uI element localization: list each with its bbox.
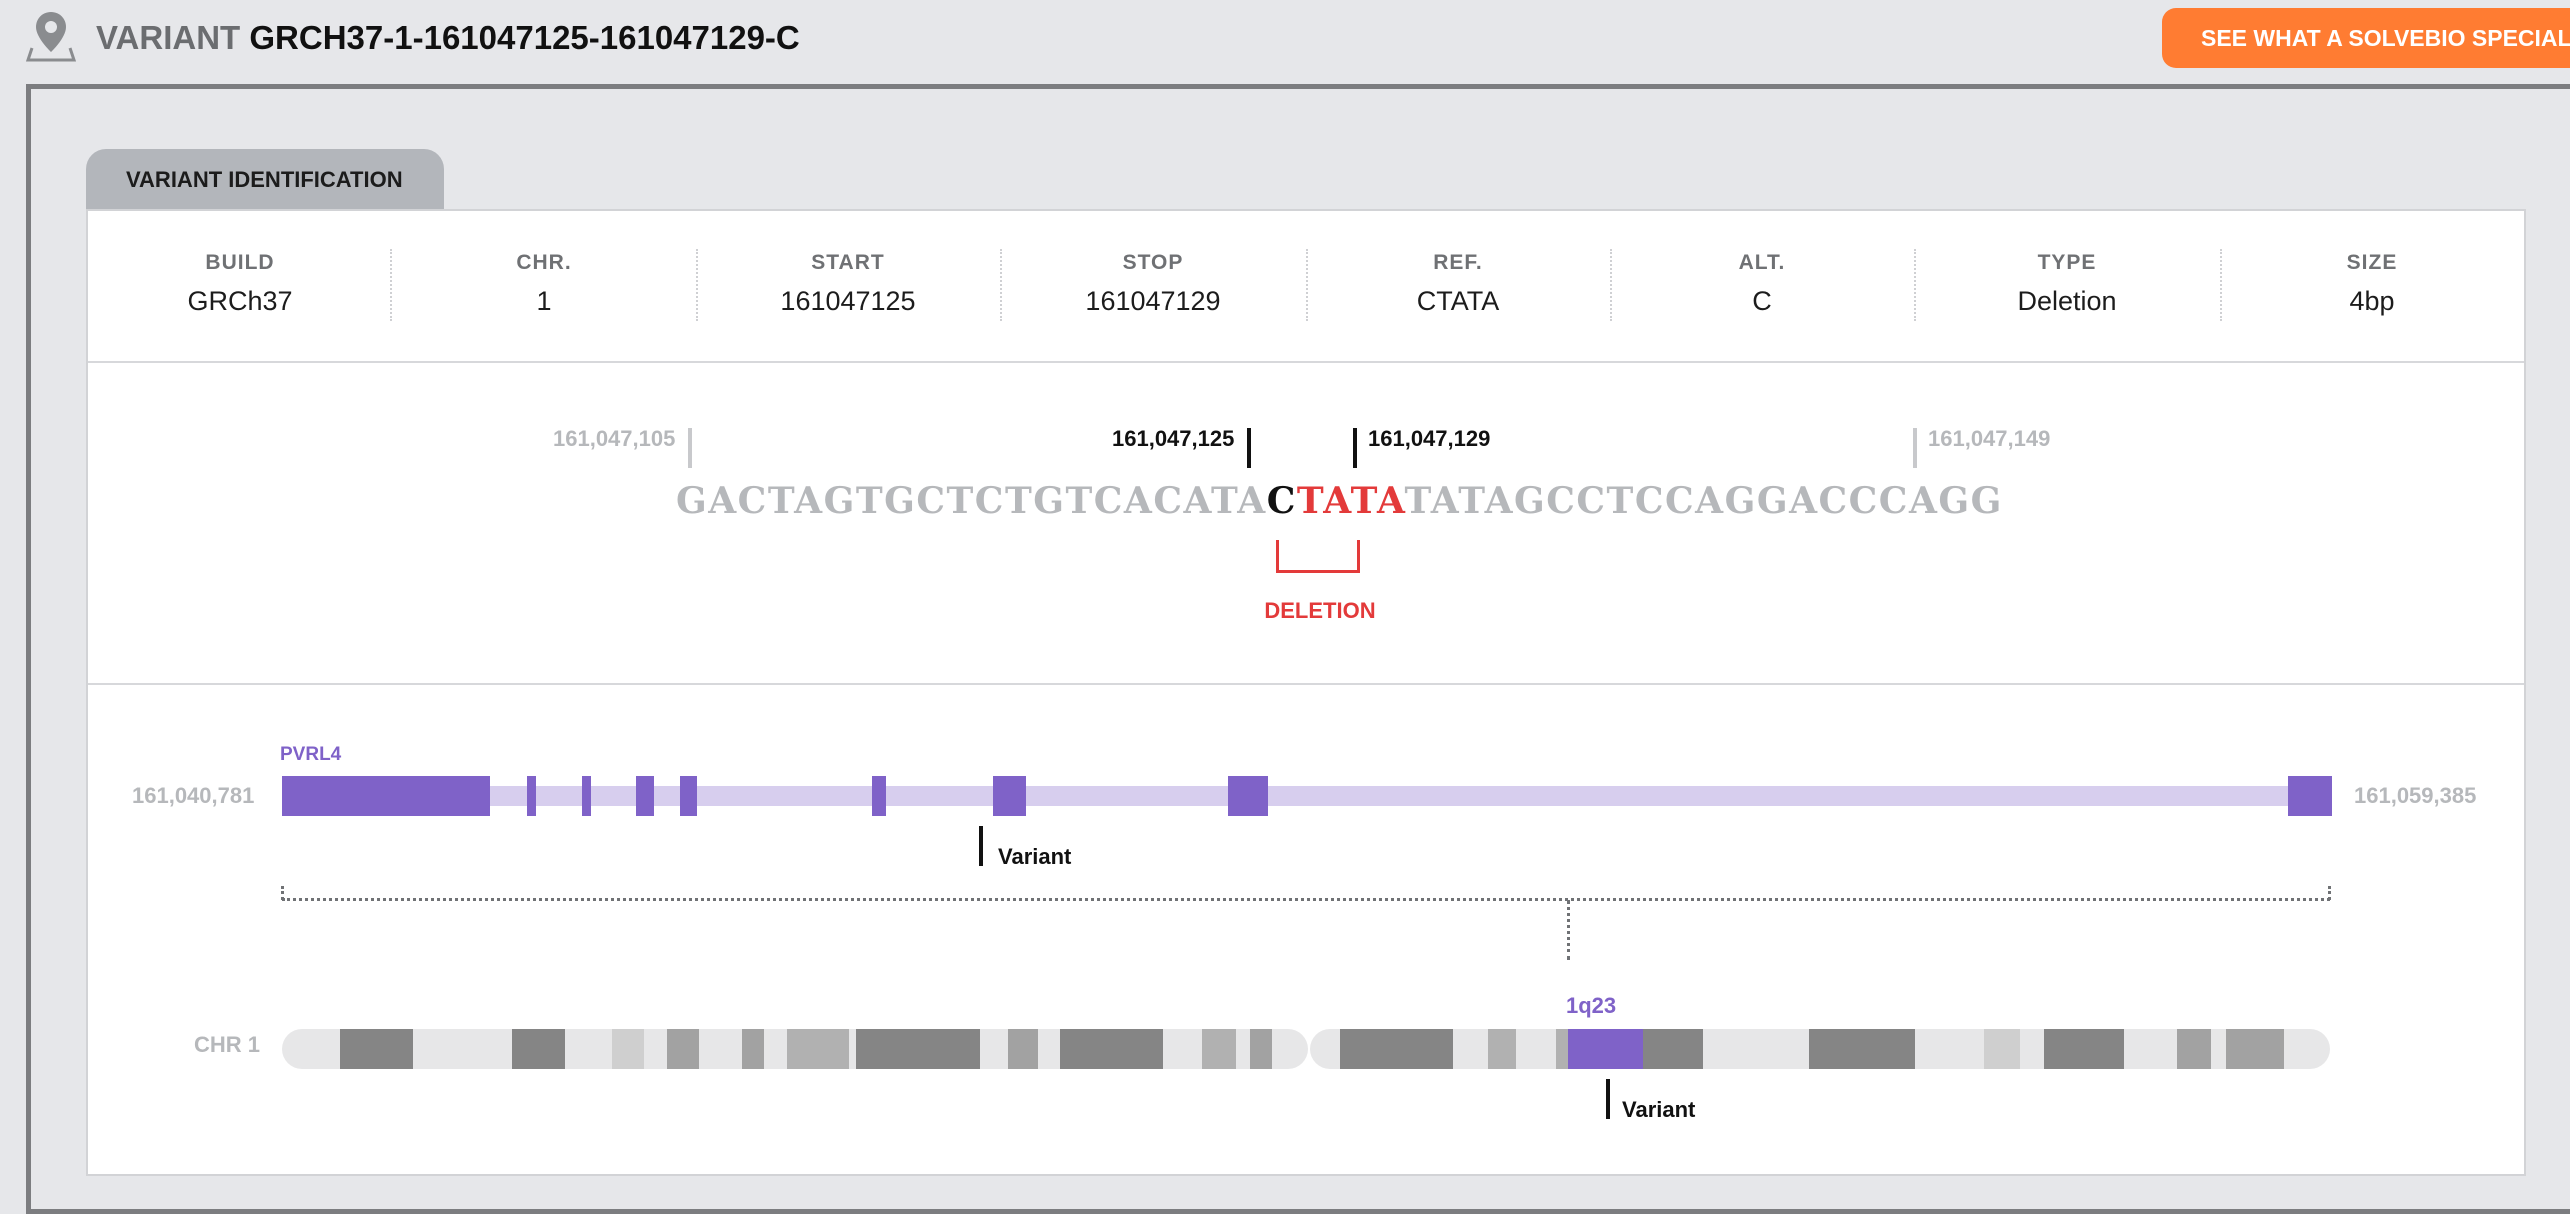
divider	[390, 249, 392, 321]
exon[interactable]	[2288, 776, 2332, 816]
info-ref: REF. CTATA	[1308, 248, 1608, 318]
info-build: BUILD GRCh37	[90, 248, 390, 318]
info-alt-value: C	[1752, 286, 1772, 316]
gene-variant-marker	[979, 826, 983, 866]
info-size-value: 4bp	[2349, 286, 2395, 316]
info-ref-value: CTATA	[1416, 286, 1500, 316]
info-size: SIZE 4bp	[2222, 248, 2522, 318]
deletion-bracket	[1276, 540, 1360, 573]
zoom-connector	[281, 886, 284, 900]
info-stop: STOP 161047129	[1003, 248, 1303, 318]
info-build-label: BUILD	[205, 251, 275, 274]
divider	[1306, 249, 1308, 321]
start-tick	[1247, 428, 1251, 468]
info-chr-label: CHR.	[516, 251, 572, 274]
gene-end-coordinate: 161,059,385	[2354, 783, 2477, 808]
info-ref-label: REF.	[1433, 251, 1483, 274]
sequence-right-position: 161,047,149	[1928, 426, 2051, 451]
exon[interactable]	[527, 776, 536, 816]
zoom-connector	[1567, 900, 1570, 960]
section-divider	[88, 361, 2524, 363]
gene-variant-label: Variant	[998, 844, 1072, 869]
page-title-label: VARIANT	[96, 19, 241, 56]
tab-variant-identification[interactable]: VARIANT IDENTIFICATION	[86, 149, 444, 211]
gene-intron-line	[282, 786, 2330, 806]
sequence-left-position: 161,047,105	[553, 426, 676, 451]
zoom-connector	[282, 898, 2330, 901]
contact-specialist-button[interactable]: SEE WHAT A SOLVEBIO SPECIALIST I	[2162, 8, 2570, 68]
chromosome-variant-marker	[1606, 1079, 1610, 1119]
chromosome-band-label: 1q23	[1566, 993, 1617, 1018]
exon[interactable]	[582, 776, 591, 816]
exon[interactable]	[680, 776, 697, 816]
info-chr: CHR. 1	[394, 248, 694, 318]
info-start-label: START	[811, 251, 885, 274]
dna-sequence: GACTAGTGCTCTGTCACATACTATATATAGCCTCCAGGAC…	[676, 476, 2003, 526]
position-tick	[1913, 428, 1917, 468]
location-pin-icon	[26, 12, 76, 62]
info-build-value: GRCh37	[187, 286, 293, 316]
sequence-prefix: GACTAGTGCTCTGTCACATA	[676, 480, 1267, 522]
divider	[1914, 249, 1916, 321]
exon[interactable]	[993, 776, 1026, 816]
sequence-start-position: 161,047,125	[1112, 426, 1235, 451]
variant-panel	[86, 209, 2526, 1176]
info-chr-value: 1	[536, 286, 552, 316]
chromosome-variant-label: Variant	[1622, 1097, 1696, 1122]
exon[interactable]	[282, 776, 490, 816]
gene-start-coordinate: 161,040,781	[132, 783, 255, 808]
chromosome-p-arm	[282, 1029, 1308, 1069]
sequence-stop-position: 161,047,129	[1368, 426, 1491, 451]
exon[interactable]	[1228, 776, 1268, 816]
info-size-label: SIZE	[2346, 251, 2398, 274]
info-stop-value: 161047129	[1085, 286, 1221, 316]
gene-name: PVRL4	[280, 744, 342, 765]
info-type-value: Deletion	[2017, 286, 2117, 316]
divider	[1610, 249, 1612, 321]
chromosome-label: CHR 1	[194, 1032, 261, 1057]
sequence-anchor-base: C	[1266, 480, 1297, 522]
chromosome-q-arm	[1310, 1029, 2330, 1069]
exon[interactable]	[872, 776, 886, 816]
info-stop-label: STOP	[1122, 251, 1184, 274]
variant-id: GRCH37-1-161047125-161047129-C	[249, 19, 800, 56]
zoom-connector	[2328, 886, 2331, 900]
divider	[696, 249, 698, 321]
info-start: START 161047125	[698, 248, 998, 318]
sequence-suffix: TATAGCCTCCAGGACCCAGG	[1404, 480, 2003, 522]
info-alt: ALT. C	[1612, 248, 1912, 318]
chromosome-band-highlight	[1568, 1029, 1643, 1069]
page-title: VARIANT GRCH37-1-161047125-161047129-C	[96, 14, 800, 62]
divider	[2220, 249, 2222, 321]
info-start-value: 161047125	[780, 286, 916, 316]
stop-tick	[1353, 428, 1357, 468]
info-type-label: TYPE	[2037, 251, 2097, 274]
sequence-deleted-bases: TATA	[1296, 480, 1405, 522]
info-type: TYPE Deletion	[1917, 248, 2217, 318]
exon[interactable]	[636, 776, 654, 816]
section-divider	[88, 683, 2524, 685]
info-alt-label: ALT.	[1738, 251, 1786, 274]
deletion-label: DELETION	[1264, 598, 1376, 623]
divider	[1000, 249, 1002, 321]
position-tick	[688, 428, 692, 468]
